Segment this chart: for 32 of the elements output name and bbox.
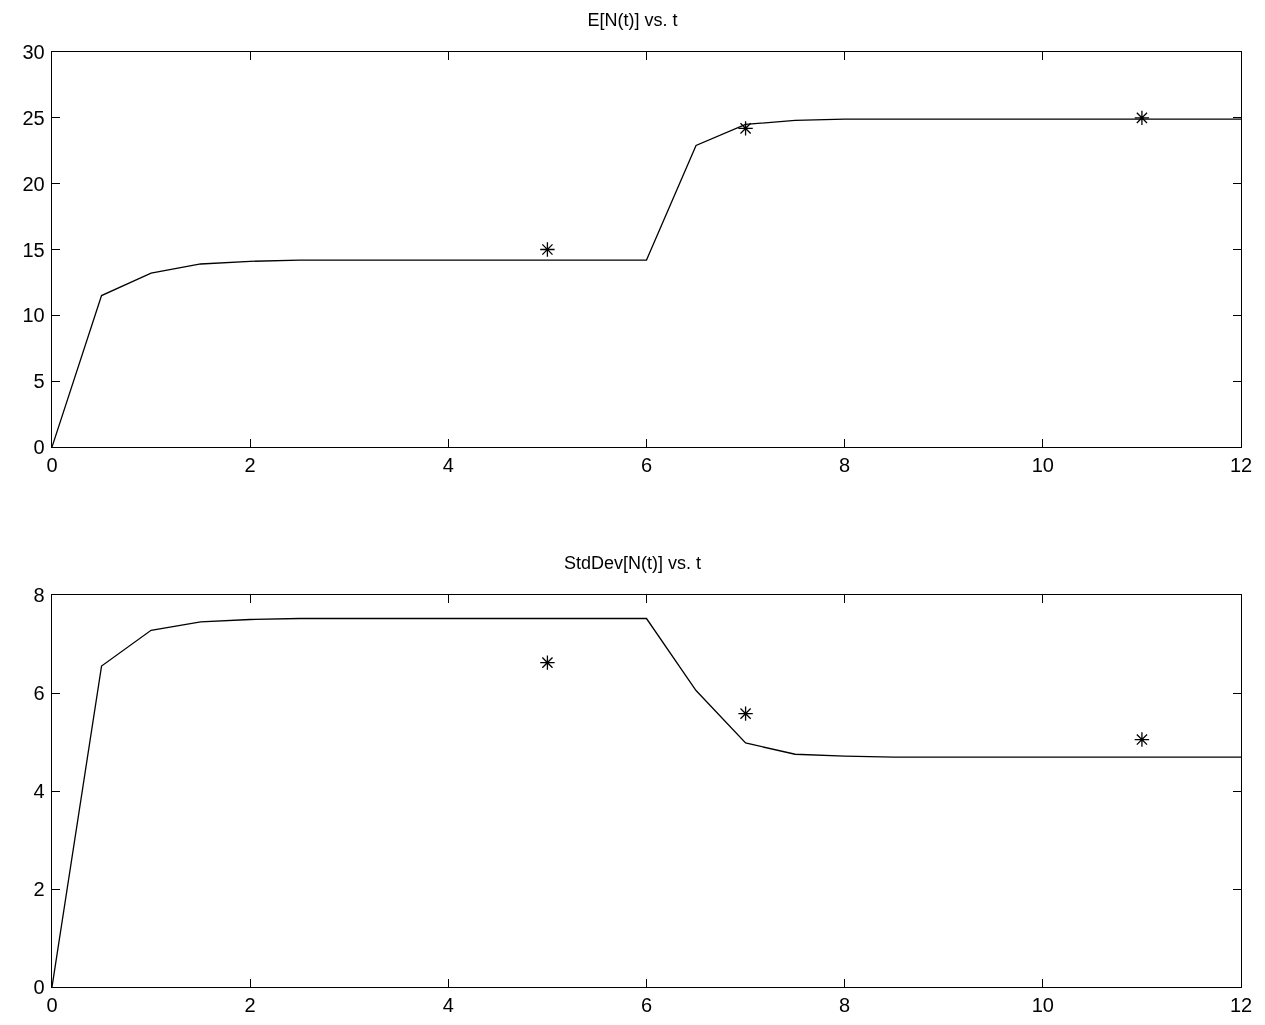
x-tick-label: 2: [244, 994, 256, 1017]
point: [737, 120, 754, 137]
chart-title: E[N(t)] vs. t: [587, 10, 678, 30]
y-tick-label: 20: [22, 172, 45, 195]
y-tick-label: 4: [33, 780, 45, 802]
y-tick-label: 2: [33, 878, 45, 900]
x-tick-label: 8: [839, 454, 851, 477]
y-tick-label: 10: [22, 304, 45, 327]
y-tick-label: 25: [22, 106, 45, 129]
y-tick-label: 6: [33, 682, 45, 704]
x-tick-label: 10: [1031, 994, 1054, 1017]
x-tick-label: 6: [640, 994, 653, 1017]
point: [1134, 731, 1150, 748]
y-tick-label: 0: [33, 976, 45, 998]
point: [1134, 109, 1150, 126]
x-tick-label: 12: [1229, 994, 1253, 1017]
y-tick-label: 0: [33, 436, 45, 458]
chart-title: StdDev[N(t)] vs. t: [563, 553, 702, 573]
x-tick-label: 4: [442, 454, 454, 477]
y-tick-label: 30: [22, 41, 45, 63]
y-tick-label: 5: [33, 370, 45, 393]
point: [539, 241, 556, 258]
y-tick-label: 15: [22, 238, 45, 261]
x-tick-label: 6: [640, 454, 653, 477]
y-tick-label: 8: [33, 584, 45, 606]
x-tick-label: 4: [442, 994, 454, 1017]
x-tick-label: 10: [1031, 454, 1054, 477]
x-tick-label: 12: [1229, 454, 1253, 477]
x-tick-label: 8: [839, 994, 851, 1017]
x-tick-label: 2: [244, 454, 256, 477]
point: [539, 654, 556, 671]
point: [737, 705, 754, 722]
